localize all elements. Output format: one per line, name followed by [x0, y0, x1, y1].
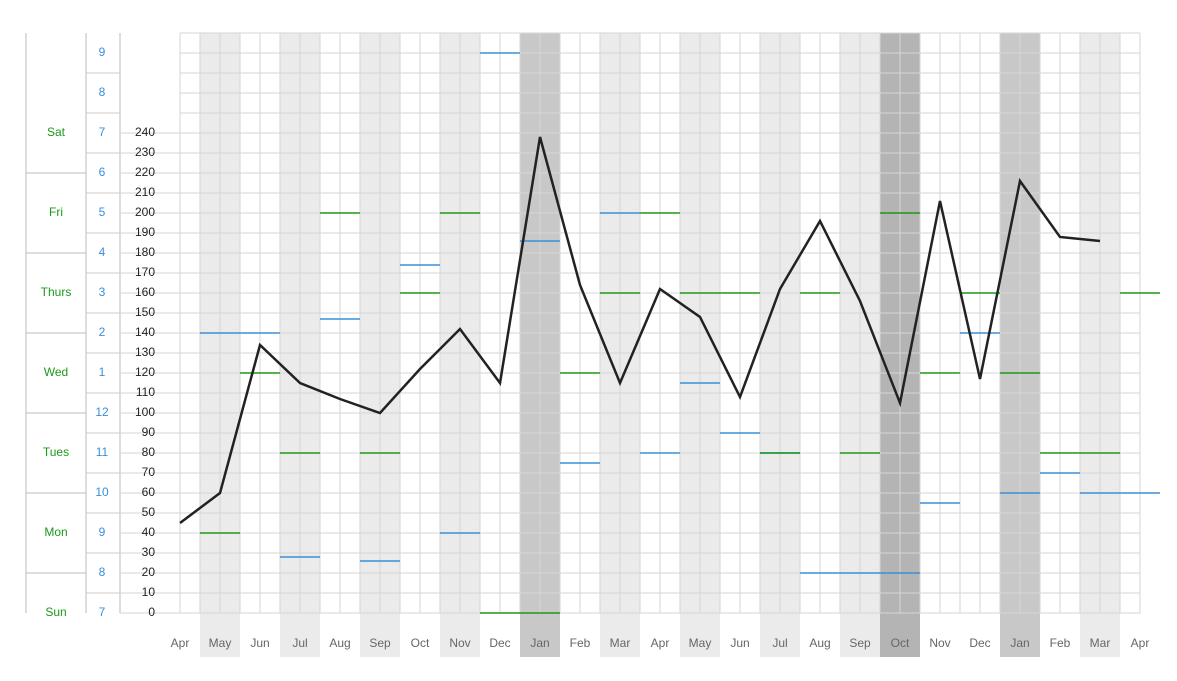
y-tick-label: 140	[135, 325, 155, 339]
x-tick-label: Aug	[809, 636, 830, 650]
hour-tick-label: 2	[99, 325, 106, 339]
x-tick-label: Jul	[292, 636, 307, 650]
hour-tick-label: 11	[96, 445, 109, 459]
y-tick-label: 200	[135, 205, 155, 219]
hour-tick-label: 8	[99, 565, 106, 579]
day-tick-label: Wed	[44, 365, 68, 379]
hour-tick-label: 4	[99, 245, 106, 259]
x-tick-label: Apr	[1131, 636, 1150, 650]
x-tick-label: Apr	[651, 636, 670, 650]
x-tick-label: Nov	[449, 636, 470, 650]
y-tick-label: 240	[135, 125, 155, 139]
y-tick-label: 230	[135, 145, 155, 159]
y-tick-label: 50	[142, 505, 156, 519]
y-tick-label: 30	[142, 545, 156, 559]
x-tick-label: Dec	[969, 636, 990, 650]
y-tick-label: 0	[148, 605, 155, 619]
y-tick-label: 130	[135, 345, 155, 359]
y-tick-label: 20	[142, 565, 156, 579]
day-tick-label: Tues	[43, 445, 69, 459]
hour-tick-label: 1	[99, 365, 106, 379]
y-tick-label: 40	[142, 525, 156, 539]
x-tick-label: Jun	[250, 636, 269, 650]
hour-tick-label: 7	[99, 125, 106, 139]
y-tick-label: 190	[135, 225, 155, 239]
x-tick-label: May	[689, 636, 712, 650]
day-tick-label: Fri	[49, 205, 63, 219]
hour-tick-label: 10	[95, 485, 109, 499]
x-tick-label: May	[209, 636, 232, 650]
hour-tick-label: 12	[95, 405, 109, 419]
hour-tick-label: 6	[99, 165, 106, 179]
x-tick-label: Oct	[891, 636, 910, 650]
y-tick-label: 220	[135, 165, 155, 179]
hour-tick-label: 8	[99, 85, 106, 99]
y-tick-label: 80	[142, 445, 156, 459]
x-tick-label: Aug	[329, 636, 350, 650]
x-tick-label: Feb	[1050, 636, 1071, 650]
y-tick-label: 170	[135, 265, 155, 279]
hour-tick-label: 9	[99, 45, 106, 59]
day-tick-label: Thurs	[41, 285, 72, 299]
x-tick-label: Oct	[411, 636, 430, 650]
y-tick-label: 180	[135, 245, 155, 259]
x-tick-label: Jun	[730, 636, 749, 650]
x-tick-label: Apr	[171, 636, 190, 650]
x-tick-label: Sep	[369, 636, 391, 650]
hour-tick-label: 5	[99, 205, 106, 219]
y-tick-label: 150	[135, 305, 155, 319]
y-tick-label: 100	[135, 405, 155, 419]
hour-tick-label: 7	[99, 605, 106, 619]
y-tick-label: 210	[135, 185, 155, 199]
y-tick-label: 60	[142, 485, 156, 499]
x-tick-label: Jul	[772, 636, 787, 650]
day-tick-label: Sun	[45, 605, 66, 619]
y-tick-label: 120	[135, 365, 155, 379]
line	[179, 136, 1101, 524]
x-tick-label: Dec	[489, 636, 510, 650]
hour-tick-label: 3	[99, 285, 106, 299]
y-tick-label: 70	[142, 465, 156, 479]
y-tick-label: 110	[136, 385, 155, 399]
x-tick-label: Jan	[530, 636, 549, 650]
y-tick-label: 90	[142, 425, 156, 439]
x-tick-label: Sep	[849, 636, 871, 650]
x-tick-label: Jan	[1010, 636, 1029, 650]
x-tick-label: Feb	[570, 636, 591, 650]
x-tick-label: Mar	[610, 636, 631, 650]
x-tick-label: Mar	[1090, 636, 1111, 650]
day-tick-label: Sat	[47, 125, 66, 139]
x-tick-label: Nov	[929, 636, 950, 650]
hour-tick-label: 9	[99, 525, 106, 539]
y-tick-label: 10	[142, 585, 156, 599]
y-tick-label: 160	[135, 285, 155, 299]
day-tick-label: Mon	[44, 525, 67, 539]
